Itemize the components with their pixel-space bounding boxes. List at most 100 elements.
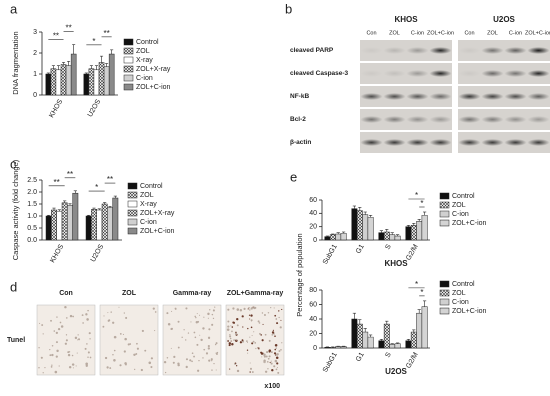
cell-dot xyxy=(82,322,84,324)
cell-dot xyxy=(68,365,72,369)
cell-dot xyxy=(51,344,54,347)
blot-band xyxy=(406,116,429,123)
blot-band xyxy=(360,139,383,146)
cell-dot xyxy=(55,341,58,344)
cell-dot xyxy=(154,311,157,313)
blot-band xyxy=(383,116,406,123)
legend-label: C-ion xyxy=(452,299,469,306)
panel-label: d xyxy=(10,279,17,294)
cell-dot xyxy=(246,340,248,342)
y-axis-label: Caspase activity (fold change) xyxy=(11,159,20,260)
cell-dot xyxy=(253,331,255,333)
cell-dot xyxy=(207,312,210,316)
bar xyxy=(96,209,103,241)
cell-dot xyxy=(249,362,251,364)
bar xyxy=(405,340,412,349)
blot-strip xyxy=(360,40,452,61)
cell-dot xyxy=(140,368,143,372)
cell-dot xyxy=(266,361,269,363)
error-bar xyxy=(412,223,416,226)
cell-dot xyxy=(199,314,201,316)
cell-dot xyxy=(236,317,239,321)
error-bar xyxy=(46,72,50,74)
blot-band xyxy=(504,116,527,123)
cell-dot xyxy=(275,368,278,371)
cell-dot xyxy=(230,340,232,342)
cell-dot xyxy=(267,357,270,360)
error-bar xyxy=(379,338,384,341)
y-tick-label: 3 xyxy=(33,29,37,36)
cell-dot xyxy=(272,329,274,331)
cell-dot xyxy=(236,365,238,367)
cell-dot xyxy=(263,359,265,361)
bar xyxy=(60,64,67,96)
cell-dot xyxy=(268,339,271,342)
cell-dot xyxy=(171,310,173,312)
error-bar xyxy=(63,200,67,203)
cell-dot xyxy=(183,329,185,331)
y-tick-label: 60 xyxy=(309,301,317,308)
cell-dot xyxy=(77,339,79,341)
cell-dot xyxy=(193,355,195,358)
bar xyxy=(383,323,390,349)
cell-dot xyxy=(198,359,200,362)
bar xyxy=(351,208,358,241)
legend-swatch xyxy=(127,182,138,190)
cell-dot xyxy=(202,357,204,359)
cell-dot xyxy=(247,308,249,310)
cell-dot xyxy=(125,316,128,319)
y-axis-label: Percentage of population xyxy=(295,233,304,316)
error-bar xyxy=(113,195,117,198)
cell-dot xyxy=(163,360,167,364)
cell-dot xyxy=(236,308,240,311)
cell-dot xyxy=(208,328,211,331)
cell-dot xyxy=(210,358,213,361)
blot-band xyxy=(458,93,481,100)
cell-dot xyxy=(259,332,261,335)
bar xyxy=(45,73,52,96)
cell-dot xyxy=(203,348,206,351)
cell-dot xyxy=(44,367,46,369)
cell-dot xyxy=(207,344,210,348)
cell-dot xyxy=(67,353,71,357)
error-bar xyxy=(325,235,330,237)
error-bar xyxy=(395,234,400,236)
cell-dot xyxy=(255,347,257,350)
bar xyxy=(324,236,331,241)
legend-swatch xyxy=(123,47,134,55)
cell-dot xyxy=(247,352,249,354)
cell-dot xyxy=(84,347,87,350)
legend-label: X-ray xyxy=(140,201,157,208)
legend-label: ZOL+C-ion xyxy=(136,84,171,91)
blot-band xyxy=(481,93,504,100)
legend-swatch xyxy=(127,200,138,208)
cell-dot xyxy=(239,341,243,344)
legend-label: Control xyxy=(452,193,475,200)
blot-strip xyxy=(458,63,550,84)
cell-dot xyxy=(74,336,78,340)
error-bar xyxy=(385,229,389,232)
cell-dot xyxy=(81,314,84,317)
cell-dot xyxy=(261,339,264,342)
blot-row-label: cleaved Caspase-3 xyxy=(290,70,349,77)
bar xyxy=(340,346,347,349)
cell-dot xyxy=(118,306,120,308)
y-tick-label: 1.5 xyxy=(27,201,37,208)
cell-dot xyxy=(243,307,246,310)
cell-dot xyxy=(152,307,155,310)
cell-dot xyxy=(249,371,251,373)
legend-label: X-ray xyxy=(136,57,153,64)
error-bar xyxy=(363,211,367,215)
legend-label: ZOL+X-ray xyxy=(136,66,171,73)
lane-label: C-ion xyxy=(509,30,522,36)
bar xyxy=(340,233,347,241)
cell-dot xyxy=(249,367,253,370)
error-bar xyxy=(390,232,394,235)
legend-swatch xyxy=(127,191,138,199)
x-tick-label: U2OS xyxy=(87,98,103,118)
significance-label: * xyxy=(415,191,418,200)
blot-band xyxy=(481,139,504,146)
bar xyxy=(88,68,95,96)
error-bar xyxy=(67,61,71,66)
error-bar xyxy=(412,329,416,333)
